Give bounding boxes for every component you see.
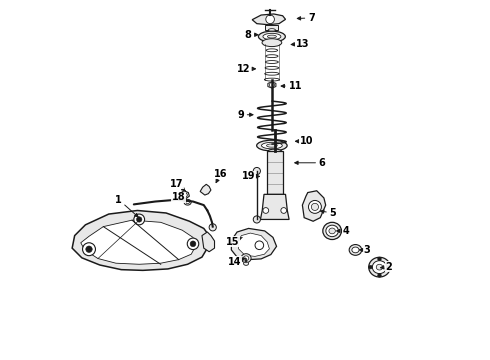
- Circle shape: [378, 274, 381, 277]
- Ellipse shape: [267, 144, 277, 147]
- Circle shape: [378, 257, 381, 261]
- Circle shape: [387, 265, 390, 269]
- Circle shape: [137, 217, 142, 222]
- Ellipse shape: [262, 39, 282, 46]
- Ellipse shape: [265, 72, 279, 75]
- Text: 14: 14: [228, 257, 245, 267]
- Ellipse shape: [263, 33, 281, 40]
- Ellipse shape: [257, 140, 287, 151]
- Ellipse shape: [323, 222, 342, 239]
- Bar: [266, 26, 278, 30]
- Polygon shape: [260, 194, 289, 220]
- Circle shape: [263, 208, 269, 213]
- Polygon shape: [180, 191, 190, 199]
- Ellipse shape: [352, 247, 359, 253]
- Ellipse shape: [244, 256, 249, 261]
- Text: 15: 15: [226, 237, 242, 247]
- Ellipse shape: [266, 49, 278, 52]
- Ellipse shape: [268, 35, 276, 38]
- Text: 19: 19: [242, 171, 259, 181]
- Circle shape: [281, 208, 287, 213]
- Circle shape: [311, 203, 318, 211]
- Circle shape: [190, 241, 196, 247]
- Bar: [267, 151, 283, 194]
- Circle shape: [209, 224, 216, 231]
- Text: 7: 7: [297, 13, 315, 23]
- Polygon shape: [238, 233, 270, 256]
- Text: 9: 9: [237, 110, 253, 120]
- Text: 13: 13: [291, 39, 309, 49]
- Polygon shape: [231, 228, 276, 260]
- Ellipse shape: [349, 244, 362, 255]
- Ellipse shape: [267, 43, 277, 46]
- Ellipse shape: [184, 199, 191, 205]
- Text: 16: 16: [214, 168, 227, 183]
- Ellipse shape: [329, 228, 335, 234]
- Text: 17: 17: [170, 179, 185, 191]
- Text: 11: 11: [281, 81, 302, 91]
- Text: 2: 2: [381, 262, 392, 272]
- Ellipse shape: [244, 262, 248, 265]
- Text: 4: 4: [337, 226, 349, 236]
- Text: 3: 3: [360, 245, 370, 255]
- Text: 8: 8: [245, 30, 258, 40]
- Polygon shape: [252, 14, 286, 25]
- Ellipse shape: [265, 67, 279, 69]
- Ellipse shape: [186, 201, 190, 204]
- Ellipse shape: [368, 257, 390, 277]
- Ellipse shape: [269, 29, 275, 32]
- Circle shape: [134, 214, 145, 225]
- Ellipse shape: [262, 142, 282, 149]
- Polygon shape: [268, 82, 276, 88]
- Circle shape: [253, 216, 260, 223]
- Circle shape: [86, 246, 92, 252]
- Text: 6: 6: [295, 158, 325, 168]
- Circle shape: [309, 201, 321, 213]
- Ellipse shape: [268, 149, 282, 153]
- Ellipse shape: [265, 78, 279, 81]
- Circle shape: [187, 238, 199, 249]
- Text: 12: 12: [237, 64, 255, 74]
- Ellipse shape: [326, 225, 339, 237]
- Ellipse shape: [376, 264, 383, 270]
- Ellipse shape: [241, 254, 251, 263]
- Polygon shape: [200, 184, 211, 195]
- Text: 10: 10: [295, 136, 314, 146]
- Text: 5: 5: [320, 208, 336, 218]
- Polygon shape: [72, 211, 209, 270]
- Polygon shape: [202, 232, 215, 252]
- Circle shape: [270, 82, 274, 87]
- Circle shape: [253, 167, 260, 175]
- Polygon shape: [81, 220, 196, 264]
- Ellipse shape: [266, 55, 278, 58]
- Circle shape: [368, 265, 372, 269]
- Ellipse shape: [266, 60, 278, 63]
- Ellipse shape: [258, 31, 285, 42]
- Ellipse shape: [372, 261, 387, 274]
- Text: 18: 18: [172, 192, 187, 202]
- Polygon shape: [302, 191, 326, 221]
- Circle shape: [255, 241, 264, 249]
- Text: 1: 1: [115, 195, 138, 217]
- Ellipse shape: [181, 192, 187, 198]
- Circle shape: [82, 243, 96, 256]
- Circle shape: [266, 15, 274, 24]
